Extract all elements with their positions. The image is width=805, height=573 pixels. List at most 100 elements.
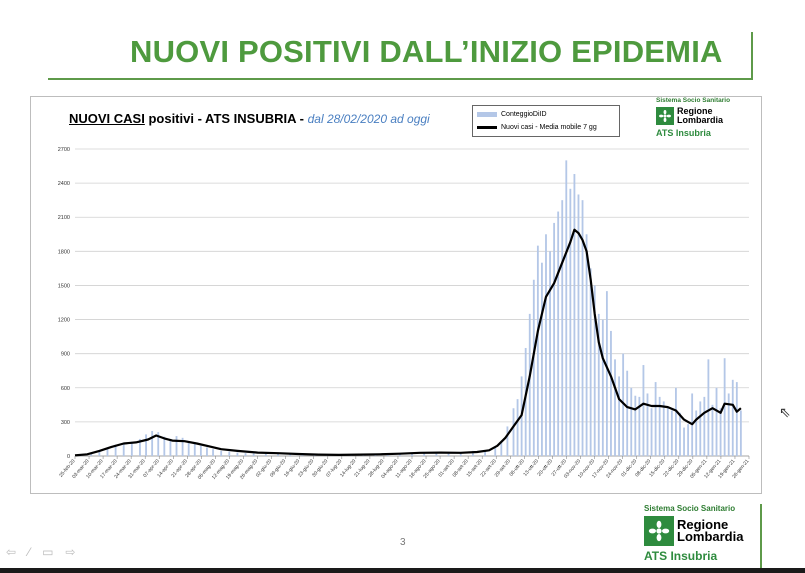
case-bar	[561, 200, 564, 456]
case-bar	[630, 387, 633, 456]
case-bar	[289, 453, 292, 456]
case-bar	[181, 437, 184, 456]
legend-entry-bars: ConteggioDiID	[477, 109, 547, 119]
y-tick-label: 1500	[58, 283, 70, 289]
case-bar	[494, 448, 497, 456]
case-bar	[541, 262, 543, 456]
case-bar	[536, 245, 539, 456]
case-bar	[423, 452, 426, 456]
logo-ats-text: ATS Insubria	[656, 128, 711, 138]
case-bar	[654, 382, 657, 456]
case-bar	[471, 450, 474, 456]
case-bar	[731, 379, 734, 456]
case-bar	[675, 387, 677, 456]
case-bar	[585, 234, 588, 456]
nav-back-icon[interactable]: ⇦	[6, 545, 17, 559]
case-bar	[565, 160, 568, 456]
case-bar	[175, 436, 178, 456]
case-bar	[90, 453, 93, 456]
case-bar	[264, 453, 267, 456]
case-bar	[593, 285, 596, 456]
case-bar	[723, 358, 726, 456]
case-bar	[549, 251, 551, 456]
case-bar	[614, 359, 616, 456]
case-bar	[666, 407, 669, 456]
chart-title-rest: positivi - ATS INSUBRIA -	[144, 111, 308, 126]
case-bar	[589, 268, 592, 456]
case-bar	[703, 396, 706, 456]
case-bar	[157, 432, 160, 456]
case-bar	[626, 370, 629, 456]
case-bar	[683, 427, 685, 456]
case-bar	[447, 452, 450, 456]
case-bar	[553, 222, 556, 456]
case-bar	[106, 447, 109, 456]
legend-entry-line: Nuovi casi - Media mobile 7 gg	[477, 122, 597, 132]
case-bar	[114, 444, 117, 456]
case-bar	[577, 194, 580, 456]
logo-bottom-region-line2: Lombardia	[677, 529, 744, 544]
case-bar	[506, 426, 509, 456]
case-bar	[646, 393, 649, 456]
case-bar	[169, 438, 172, 456]
case-bar	[220, 450, 223, 456]
case-bar	[581, 200, 584, 456]
case-bar	[199, 445, 202, 456]
case-bar	[670, 410, 673, 456]
ats-logo-bottom: Sistema Socio Sanitario Regione Lombardi…	[644, 504, 764, 563]
bottom-rule	[760, 504, 762, 570]
case-bar	[163, 436, 166, 456]
case-bar	[662, 401, 665, 456]
title-tick	[751, 32, 753, 80]
y-tick-label: 300	[61, 420, 70, 426]
moving-average-line	[74, 228, 742, 457]
chart-title: NUOVI CASI positivi - ATS INSUBRIA - dal…	[69, 111, 430, 126]
case-bar	[206, 447, 208, 456]
case-bar	[597, 313, 600, 456]
case-bar	[435, 452, 438, 456]
pen-icon[interactable]: ⁄	[28, 545, 31, 559]
case-bar	[622, 353, 625, 456]
case-bar	[244, 453, 247, 456]
case-bar	[301, 454, 304, 456]
lombardia-rose-icon	[656, 107, 674, 125]
case-bar	[658, 396, 661, 456]
case-bar	[228, 451, 231, 456]
case-bar	[484, 450, 486, 456]
logo-region-line1: Regione	[677, 106, 713, 116]
lombardia-rose-icon-large	[644, 516, 674, 546]
legend-label-bars: ConteggioDiID	[501, 110, 547, 118]
chart-subtitle: dal 28/02/2020 ad oggi	[307, 112, 430, 126]
logo-bottom-system-text: Sistema Socio Sanitario	[644, 504, 736, 513]
case-bar	[98, 450, 101, 456]
case-bar	[711, 404, 714, 456]
case-bar	[516, 399, 519, 456]
nav-forward-icon[interactable]: ⇨	[65, 545, 76, 559]
chart-plot: 030060090012001500180021002400270025-feb…	[58, 147, 751, 481]
mouse-cursor-icon: ⇖	[779, 404, 791, 420]
y-tick-label: 1800	[58, 249, 70, 255]
case-bar	[610, 330, 612, 456]
case-bar	[719, 408, 722, 456]
y-tick-label: 600	[61, 386, 70, 392]
y-tick-label: 0	[67, 454, 70, 460]
case-bar	[139, 438, 141, 456]
case-bar	[151, 430, 154, 456]
page-number: 3	[400, 537, 406, 548]
case-bar	[187, 441, 190, 456]
slide-title: NUOVI POSITIVI DALL’INIZIO EPIDEMIA	[130, 34, 723, 69]
legend-label-line: Nuovi casi - Media mobile 7 gg	[501, 123, 597, 131]
case-bar	[528, 313, 531, 456]
case-bar	[638, 396, 641, 456]
case-bar	[236, 452, 239, 456]
case-bar	[145, 434, 147, 456]
menu-icon[interactable]: ▭	[42, 545, 54, 559]
case-bar	[459, 452, 462, 456]
y-tick-label: 2100	[58, 215, 70, 221]
case-bar	[715, 387, 718, 456]
case-bar	[727, 393, 730, 456]
case-bar	[557, 211, 560, 456]
case-bar	[411, 452, 413, 456]
chart-legend: ConteggioDiID Nuovi casi - Media mobile …	[472, 105, 620, 137]
title-rule	[48, 78, 752, 80]
